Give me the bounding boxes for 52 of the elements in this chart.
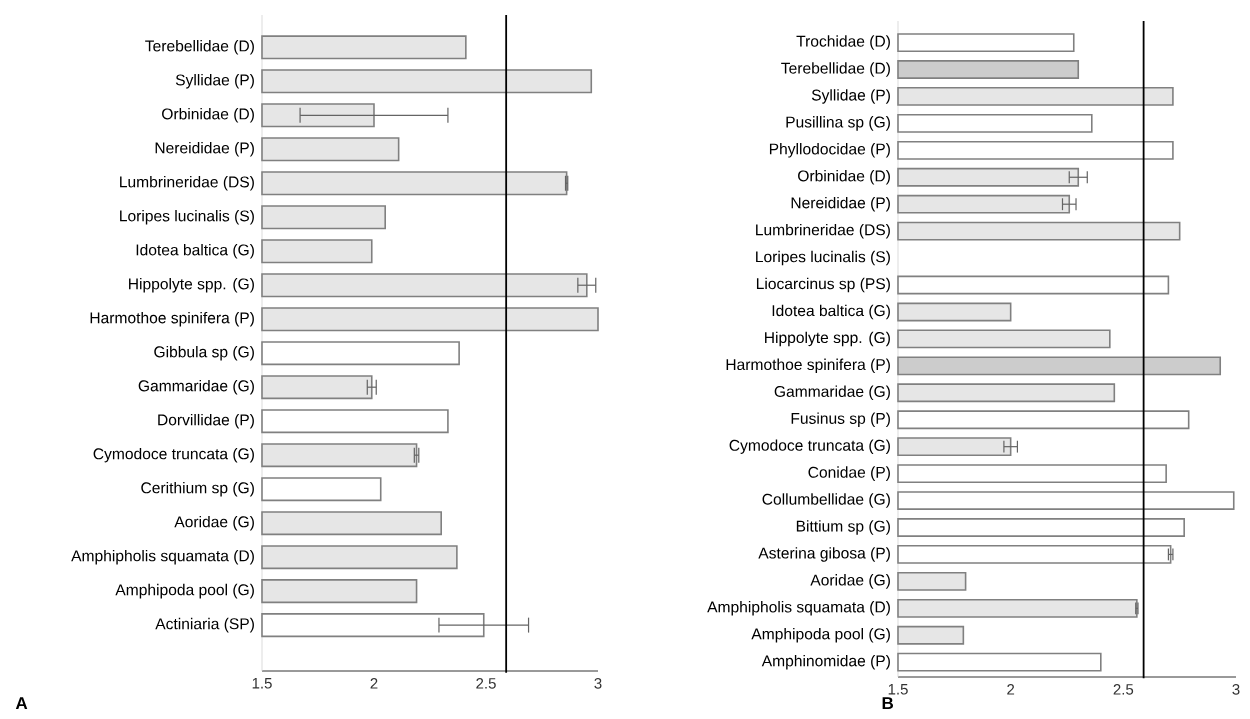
y-tick-label: Idotea baltica (G) [772,304,890,320]
y-tick-label: Liocarcinus sp (PS) [756,277,890,293]
y-tick-label: Loripes lucinalis (S) [756,250,890,266]
y-tick-label: Loripes lucinalis (S) [120,209,254,225]
y-tick-label: Bittium sp (G) [796,520,890,535]
x-tick-label: 3 [594,678,602,689]
y-tick-label: Hippolyte spp. (G) [129,277,254,293]
y-tick-label: Hippolyte spp. (G) [765,331,890,347]
y-tick-label: Syllidae (P) [811,89,890,104]
y-tick-label: Phyllodocidae (P) [769,143,890,158]
y-tick-label: Dorvillidae (P) [158,413,254,429]
y-tick-label: Harmothoe spinifera (P) [90,311,254,327]
y-tick-label: Terebellidae (D) [145,40,254,55]
x-tick-label: 1.5 [888,684,908,695]
y-tick-label: Lumbrineridae (DS) [756,223,890,239]
y-tick-label: Syllidae (P) [175,74,254,89]
x-tick-label: 2.5 [476,678,496,689]
text: B [882,697,894,709]
y-tick-label: Idotea baltica (G) [136,243,254,259]
y-tick-label: Gammaridae (G) [138,379,254,395]
y-tick-label: Actiniaria (SP) [155,617,254,633]
y-tick-label: Amphinomidae (P) [761,654,890,670]
y-tick-label: Cymodoce truncata (G) [729,439,890,454]
y-tick-label: Nereididae (P) [155,142,254,157]
y-tick-label: Amphipholis squamata (D) [707,601,890,616]
y-tick-label: Collumbellidae (G) [762,493,890,508]
y-tick-label: Nereididae (P) [791,196,890,212]
y-tick-label: Trochidae (D) [796,35,890,50]
x-tick-label: 3 [1232,684,1240,695]
x-tick-label: 2 [370,678,378,689]
y-tick-label: Cymodoce truncata (G) [93,447,254,463]
y-tick-label: Amphipoda pool (G) [751,627,890,643]
y-tick-label: Cerithium sp (G) [141,481,254,497]
y-tick-label: Aoridae (G) [810,574,890,589]
x-tick-label: 1.5 [252,678,272,689]
y-tick-label: Amphipoda pool (G) [115,583,254,599]
y-tick-label: Aoridae (G) [174,515,254,531]
y-tick-label: Fusinus sp (P) [791,412,890,427]
y-tick-label: Gammaridae (G) [774,385,890,401]
x-tick-label: 2.5 [1113,684,1134,695]
y-tick-label: Amphipholis squamata (D) [71,549,254,565]
y-tick-label: Asterina gibosa (P) [758,547,890,562]
y-tick-label: Orbinidae (D) [162,108,254,123]
y-tick-label: Conidae (P) [808,466,890,481]
text: A [15,697,28,709]
y-tick-label: Orbinidae (D) [798,170,890,185]
y-tick-label: Pusillina sp (G) [786,116,890,131]
x-tick-label: 2 [1007,684,1015,695]
y-tick-label: Gibbula sp (G) [154,345,254,361]
y-tick-label: Terebellidae (D) [781,62,890,77]
y-tick-label: Lumbrineridae (DS) [120,176,254,191]
y-tick-label: Harmothoe spinifera (P) [726,358,890,374]
